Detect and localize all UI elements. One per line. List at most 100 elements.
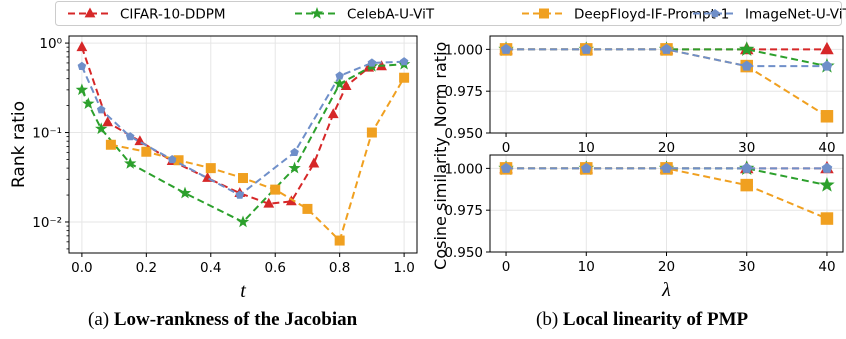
legend: CIFAR-10-DDPM CelebA-U-ViT DeepFloyd-IF-Pr…	[55, 1, 846, 26]
x-tick-label-0: 0	[502, 140, 511, 156]
panel-cosine-similarity-series-imagenet-u-vit	[500, 162, 833, 173]
data-point-deepfloyd-if-prompt-1	[141, 146, 152, 157]
data-point-celeba-u-vit	[95, 122, 108, 135]
data-point-imagenet-u-vit	[399, 57, 409, 66]
data-point-cifar-10-ddpm	[76, 41, 88, 52]
data-point-cifar-10-ddpm	[327, 108, 339, 119]
data-point-celeba-u-vit	[82, 97, 95, 109]
data-point-celeba-u-vit	[124, 157, 137, 169]
panel-norm-ratio-ylabel: Norm ratio	[431, 42, 450, 128]
data-point-deepfloyd-if-prompt-1	[740, 178, 753, 192]
data-point-deepfloyd-if-prompt-1	[399, 72, 410, 83]
panel-rank-ratio-series-deepfloyd-if-prompt-1	[105, 72, 410, 246]
data-point-imagenet-u-vit	[741, 60, 753, 71]
data-point-deepfloyd-if-prompt-1	[366, 127, 377, 138]
data-point-imagenet-u-vit	[235, 190, 245, 199]
x-tick-label-5: 1.0	[393, 260, 414, 276]
data-point-deepfloyd-if-prompt-1	[302, 203, 313, 214]
data-point-imagenet-u-vit	[500, 162, 512, 173]
x-tick-label-1: 0.2	[136, 260, 157, 276]
data-point-imagenet-u-vit	[741, 162, 753, 173]
data-point-imagenet-u-vit	[77, 61, 87, 70]
legend-label-deepfloyd-if-prompt-1: DeepFloyd-IF-Prompt-1	[574, 7, 729, 23]
data-point-imagenet-u-vit	[500, 43, 512, 54]
panel-rank-ratio-series-imagenet-u-vit	[77, 57, 409, 199]
legend-item-celeba-u-vit: CelebA-U-ViT	[295, 7, 435, 23]
y-tick-label-0: 10⁻²	[32, 215, 62, 231]
panel-cosine-similarity-y-ticks: 0.950 0.975 1.000	[444, 161, 490, 261]
y-tick-label-1: 0.975	[444, 203, 483, 219]
panel-rank-ratio-series-cifar-10-ddpm	[76, 41, 387, 208]
panel-cosine-similarity-ylabel: Cosine similarity	[431, 137, 450, 270]
series-line-deepfloyd-if-prompt-1	[110, 77, 405, 243]
data-point-imagenet-u-vit	[580, 162, 592, 173]
caption-a: (a) Low-rankness of the Jacobian	[88, 309, 357, 331]
caption-b: (b) Local linearity of PMP	[536, 309, 748, 331]
data-point-deepfloyd-if-prompt-1	[270, 184, 281, 195]
data-point-imagenet-u-vit	[367, 58, 377, 67]
legend-label-imagenet-u-vit: ImageNet-U-ViT	[745, 7, 846, 23]
data-point-celeba-u-vit	[739, 41, 755, 56]
y-tick-label-0: 0.950	[444, 126, 483, 142]
x-tick-label-3: 0.6	[264, 260, 285, 276]
data-point-imagenet-u-vit	[96, 105, 106, 114]
data-point-celeba-u-vit	[178, 186, 192, 199]
data-point-deepfloyd-if-prompt-1	[820, 212, 834, 225]
data-point-cifar-10-ddpm	[308, 157, 320, 168]
data-point-imagenet-u-vit	[661, 43, 672, 54]
y-tick-label-1: 0.975	[444, 84, 483, 100]
x-tick-label-3: 30	[738, 140, 755, 156]
x-tick-label-2: 0.4	[200, 260, 221, 276]
x-tick-label-3: 30	[738, 259, 755, 275]
caption-b-prefix: (b)	[536, 309, 563, 330]
panel-rank-ratio-y-ticks: 10⁻² 10⁻¹ 10⁰	[32, 36, 69, 250]
panel-rank-ratio-x-ticks: 0.0 0.2 0.4 0.6 0.8 1.0	[71, 253, 415, 276]
data-point-imagenet-u-vit	[580, 43, 592, 54]
data-point-imagenet-u-vit	[821, 60, 833, 71]
y-tick-label-2: 1.000	[444, 42, 483, 58]
x-tick-label-1: 10	[578, 140, 595, 156]
legend-item-deepfloyd-if-prompt-1: DeepFloyd-IF-Prompt-1	[522, 7, 729, 23]
data-point-celeba-u-vit	[819, 176, 835, 192]
data-point-imagenet-u-vit	[290, 147, 299, 157]
x-tick-label-4: 0.8	[329, 260, 350, 276]
legend-label-cifar-10-ddpm: CIFAR-10-DDPM	[120, 7, 226, 23]
data-point-imagenet-u-vit	[821, 162, 833, 173]
panel-cosine-similarity-x-ticks: 0 10 20 30 40	[502, 252, 836, 275]
legend-item-imagenet-u-vit: ImageNet-U-ViT	[693, 7, 846, 23]
data-point-cifar-10-ddpm	[263, 197, 275, 208]
x-tick-label-4: 40	[818, 140, 835, 156]
caption-a-prefix: (a)	[88, 309, 114, 330]
panel-rank-ratio-series-celeba-u-vit	[75, 57, 411, 228]
data-point-celeba-u-vit	[288, 161, 301, 174]
caption-b-title: Local linearity of PMP	[562, 309, 749, 330]
data-point-imagenet-u-vit	[335, 71, 344, 80]
y-tick-label-0: 0.950	[444, 245, 483, 261]
panel-rank-ratio-frame	[68, 35, 418, 254]
data-point-celeba-u-vit	[333, 77, 346, 90]
data-point-deepfloyd-if-prompt-1	[105, 139, 116, 150]
x-tick-label-2: 20	[658, 140, 675, 156]
data-point-imagenet-u-vit	[661, 162, 672, 173]
legend-marker-cifar-10-ddpm	[84, 7, 96, 18]
y-tick-label-1: 10⁻¹	[32, 126, 62, 142]
data-point-cifar-10-ddpm	[820, 41, 834, 55]
legend-item-cifar-10-ddpm: CIFAR-10-DDPM	[68, 7, 226, 23]
series-line-celeba-u-vit	[80, 63, 405, 224]
data-point-celeba-u-vit	[236, 215, 250, 228]
data-point-celeba-u-vit	[75, 83, 89, 96]
legend-marker-deepfloyd-if-prompt-1	[539, 8, 549, 19]
panel-rank-ratio-xlabel: t	[240, 280, 246, 302]
panel-norm-ratio-y-ticks: 0.950 0.975 1.000	[444, 42, 490, 142]
x-tick-label-0: 0	[502, 259, 511, 275]
panel-norm-ratio-series-imagenet-u-vit	[500, 43, 833, 71]
data-point-imagenet-u-vit	[167, 154, 177, 164]
x-tick-label-2: 20	[658, 259, 675, 275]
panel-rank-ratio: 0.0 0.2 0.4 0.6 0.8 1.0 10⁻² 10⁻¹ 10⁰ Rank ratio t	[9, 35, 418, 302]
caption-a-title: Low-rankness of the Jacobian	[113, 309, 358, 330]
legend-marker-celeba-u-vit	[310, 7, 324, 19]
data-point-deepfloyd-if-prompt-1	[334, 235, 345, 246]
panel-cosine-similarity-xlabel: λ	[661, 279, 671, 301]
